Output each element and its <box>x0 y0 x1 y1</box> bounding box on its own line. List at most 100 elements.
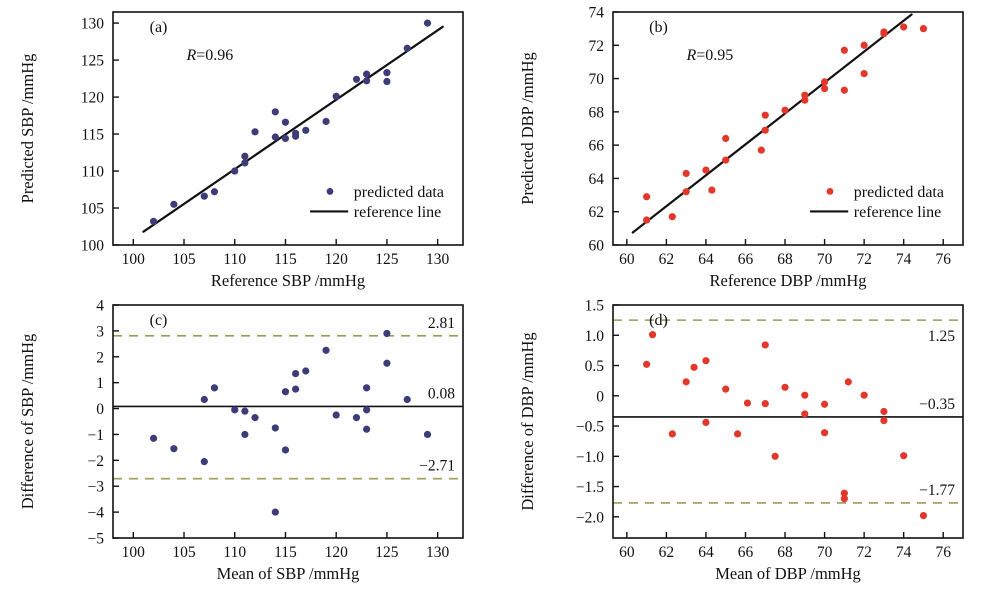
y-tick-label: 2 <box>96 349 104 366</box>
data-point <box>743 399 752 407</box>
data-point <box>251 128 259 136</box>
x-tick-label: 60 <box>619 251 635 268</box>
data-point <box>860 41 868 49</box>
data-point <box>820 84 829 93</box>
data-point <box>682 169 690 178</box>
data-point <box>363 425 371 433</box>
y-tick-label: −2 <box>88 453 105 470</box>
panel-a-scatter-sbp: 100 105 110 115 120 125 130 100 105 110 115 120 125 1… <box>18 11 464 290</box>
y-tick-label: −0.5 <box>576 419 604 436</box>
data-point <box>210 188 219 196</box>
y-tick-label: 74 <box>589 5 605 22</box>
x-tick-label: 68 <box>777 251 793 268</box>
y-tick-label: 4 <box>96 298 104 315</box>
data-point <box>271 133 279 141</box>
y-tick-label: 62 <box>589 204 605 221</box>
data-point <box>302 126 310 134</box>
data-point <box>761 341 769 349</box>
data-point <box>363 384 371 392</box>
y-tick-label: 125 <box>81 53 105 70</box>
line-value-label: 1.25 <box>928 328 955 345</box>
data-point <box>801 96 809 104</box>
data-point <box>860 69 868 78</box>
panel-letter: (b) <box>649 19 668 36</box>
data-point <box>860 391 868 399</box>
data-point <box>281 446 290 454</box>
line-value-label: −2.71 <box>419 458 455 475</box>
data-point <box>682 378 690 386</box>
y-tick-label: −3 <box>88 479 105 496</box>
x-axis-label: Reference SBP /mmHg <box>211 271 365 290</box>
data-point <box>302 367 310 375</box>
data-point <box>919 25 928 33</box>
x-axis-label: Mean of SBP /mmHg <box>217 564 360 583</box>
panel-c-bland-altman-sbp: 2.81 0.08 −2.71 100 105 110 115 120 125 130 4 3 2 1 0 −… <box>18 298 464 583</box>
data-point <box>363 77 371 85</box>
y-tick-label: 115 <box>81 127 104 144</box>
x-tick-label: 72 <box>856 251 872 268</box>
x-tick-label: 62 <box>659 544 675 561</box>
data-point <box>241 407 249 415</box>
data-point <box>643 360 651 368</box>
x-tick-label: 125 <box>375 251 399 268</box>
legend-line-label: reference line <box>354 204 441 221</box>
data-point <box>281 118 290 126</box>
data-point <box>668 430 676 438</box>
y-tick-label: −1.0 <box>576 449 604 466</box>
data-point <box>643 193 651 201</box>
data-point <box>292 385 300 393</box>
panel-d-bland-altman-dbp: 1.25 −0.35 −1.77 60 62 64 66 68 70 72 74 76 1.5 1.0 0.… <box>518 298 964 583</box>
x-tick-label: 130 <box>426 251 450 268</box>
y-tick-label: 110 <box>81 164 104 181</box>
data-point <box>900 452 908 460</box>
line-value-label: −0.35 <box>919 396 955 413</box>
data-point <box>403 44 411 52</box>
y-tick-label: 70 <box>589 71 605 88</box>
data-point <box>733 430 742 438</box>
r-value: R=0.95 <box>686 47 734 64</box>
x-tick-label: 125 <box>375 544 399 561</box>
data-point <box>840 489 848 497</box>
plot-border <box>112 11 464 246</box>
legend-line-label: reference line <box>854 204 941 221</box>
plot-border <box>612 11 964 246</box>
y-tick-label: −2.0 <box>576 509 604 526</box>
x-tick-label: 76 <box>935 251 951 268</box>
data-point <box>383 359 391 367</box>
x-tick-label: 100 <box>122 251 146 268</box>
data-point <box>708 186 716 194</box>
x-tick-label: 64 <box>698 544 714 561</box>
y-axis-label: Predicted DBP /mmHg <box>518 52 537 204</box>
data-point <box>722 134 730 143</box>
line-value-label: 2.81 <box>428 315 455 332</box>
y-tick-label: −4 <box>88 505 105 522</box>
data-point <box>383 77 391 86</box>
x-tick-label: 64 <box>698 251 714 268</box>
y-tick-label: 120 <box>81 90 105 107</box>
data-point <box>200 192 208 200</box>
x-axis-label: Mean of DBP /mmHg <box>715 564 861 583</box>
data-point <box>241 159 249 167</box>
data-point <box>281 388 290 396</box>
data-point <box>820 78 829 86</box>
data-point <box>292 129 300 137</box>
x-tick-label: 110 <box>223 544 246 561</box>
data-point <box>292 370 300 378</box>
x-tick-label: 130 <box>426 544 450 561</box>
data-point <box>231 167 239 175</box>
data-point <box>170 200 178 208</box>
data-point <box>840 86 848 94</box>
y-tick-label: 0 <box>596 388 604 405</box>
data-point <box>332 411 340 419</box>
data-point <box>251 414 259 422</box>
x-tick-label: 120 <box>325 251 349 268</box>
data-point <box>682 188 690 196</box>
data-point <box>840 495 848 503</box>
data-point <box>149 217 158 225</box>
x-tick-label: 105 <box>172 544 196 561</box>
data-point <box>200 395 208 404</box>
y-axis-label: Predicted SBP /mmHg <box>18 54 37 204</box>
data-point <box>722 156 730 164</box>
y-tick-label: 0 <box>96 401 104 418</box>
